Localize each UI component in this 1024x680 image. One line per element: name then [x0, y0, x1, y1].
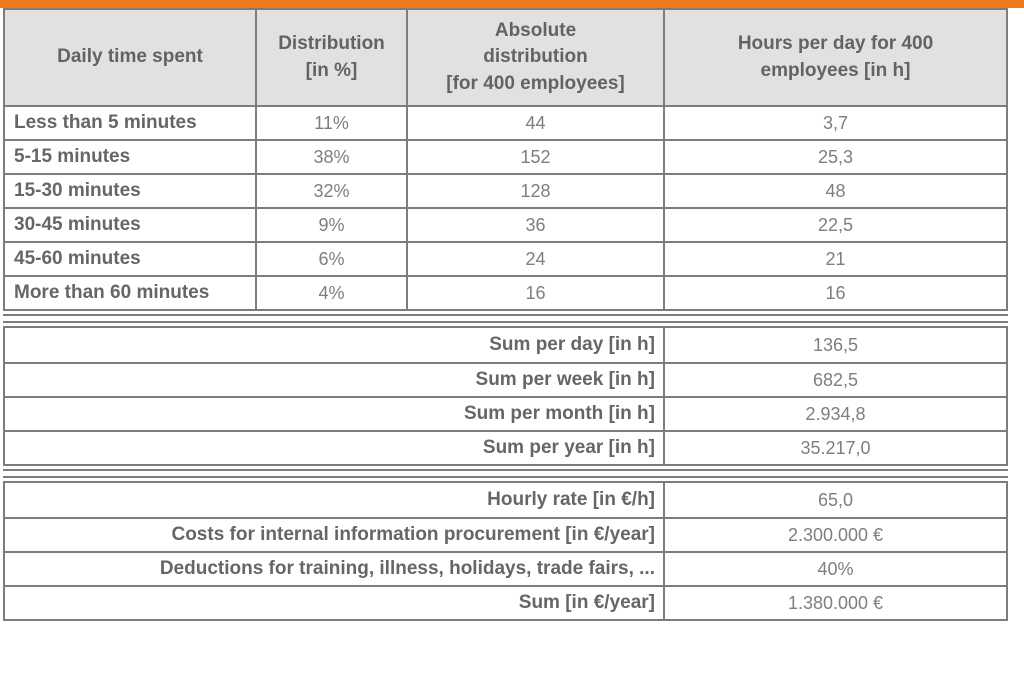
cost-value: 65,0: [663, 483, 1006, 517]
header-row: Daily time spent Distribution [in %] Abs…: [5, 10, 1006, 105]
cost-label: Costs for internal information procureme…: [171, 524, 655, 545]
hours-value: 3,7: [663, 107, 1006, 139]
cost-value: 40%: [663, 553, 1006, 585]
row-label: 30-45 minutes: [14, 214, 141, 235]
distribution-value: 6%: [255, 243, 406, 275]
cost-row: Sum [in €/year] 1.380.000 €: [5, 585, 1006, 619]
absolute-value: 44: [406, 107, 663, 139]
absolute-value: 24: [406, 243, 663, 275]
distribution-section: Daily time spent Distribution [in %] Abs…: [3, 8, 1008, 311]
table-row: Less than 5 minutes 11% 44 3,7: [5, 105, 1006, 139]
sum-label: Sum per day [in h]: [489, 334, 655, 355]
hours-sum-section: Sum per day [in h] 136,5 Sum per week [i…: [3, 326, 1008, 466]
sum-value: 136,5: [663, 328, 1006, 362]
cost-row: Costs for internal information procureme…: [5, 517, 1006, 551]
cost-label: Sum [in €/year]: [518, 592, 655, 613]
distribution-value: 4%: [255, 277, 406, 309]
table-row: 15-30 minutes 32% 128 48: [5, 173, 1006, 207]
cost-value: 1.380.000 €: [663, 587, 1006, 619]
header-daily-time-spent: Daily time spent: [5, 10, 255, 105]
header-distribution-percent: Distribution [in %]: [255, 10, 406, 105]
cost-row: Deductions for training, illness, holida…: [5, 551, 1006, 585]
header-absolute-distribution: Absolute distribution [for 400 employees…: [406, 10, 663, 105]
sum-row: Sum per day [in h] 136,5: [5, 328, 1006, 362]
time-cost-table: Daily time spent Distribution [in %] Abs…: [3, 8, 1008, 621]
sum-value: 2.934,8: [663, 398, 1006, 430]
hours-value: 48: [663, 175, 1006, 207]
row-label: 15-30 minutes: [14, 180, 141, 201]
section-divider: [3, 314, 1008, 323]
cost-value: 2.300.000 €: [663, 519, 1006, 551]
accent-bar: [0, 0, 1024, 8]
sum-value: 682,5: [663, 364, 1006, 396]
cost-section: Hourly rate [in €/h] 65,0 Costs for inte…: [3, 481, 1008, 621]
distribution-value: 9%: [255, 209, 406, 241]
cost-label: Hourly rate [in €/h]: [487, 489, 655, 510]
table-row: 45-60 minutes 6% 24 21: [5, 241, 1006, 275]
cost-label: Deductions for training, illness, holida…: [159, 558, 655, 579]
sum-row: Sum per week [in h] 682,5: [5, 362, 1006, 396]
sum-value: 35.217,0: [663, 432, 1006, 464]
absolute-value: 128: [406, 175, 663, 207]
hours-value: 21: [663, 243, 1006, 275]
sum-row: Sum per month [in h] 2.934,8: [5, 396, 1006, 430]
table-row: 5-15 minutes 38% 152 25,3: [5, 139, 1006, 173]
hours-value: 16: [663, 277, 1006, 309]
sum-label: Sum per year [in h]: [482, 437, 655, 458]
table-row: 30-45 minutes 9% 36 22,5: [5, 207, 1006, 241]
row-label: 5-15 minutes: [14, 146, 131, 167]
absolute-value: 16: [406, 277, 663, 309]
row-label: Less than 5 minutes: [14, 112, 197, 133]
cost-row: Hourly rate [in €/h] 65,0: [5, 483, 1006, 517]
distribution-value: 38%: [255, 141, 406, 173]
sum-label: Sum per month [in h]: [463, 403, 655, 424]
distribution-value: 11%: [255, 107, 406, 139]
sum-row: Sum per year [in h] 35.217,0: [5, 430, 1006, 464]
row-label: More than 60 minutes: [14, 282, 210, 303]
hours-value: 22,5: [663, 209, 1006, 241]
distribution-value: 32%: [255, 175, 406, 207]
absolute-value: 152: [406, 141, 663, 173]
table-row: More than 60 minutes 4% 16 16: [5, 275, 1006, 309]
absolute-value: 36: [406, 209, 663, 241]
row-label: 45-60 minutes: [14, 248, 141, 269]
hours-value: 25,3: [663, 141, 1006, 173]
sum-label: Sum per week [in h]: [475, 369, 655, 390]
header-hours-per-day: Hours per day for 400 employees [in h]: [663, 10, 1006, 105]
section-divider: [3, 469, 1008, 478]
